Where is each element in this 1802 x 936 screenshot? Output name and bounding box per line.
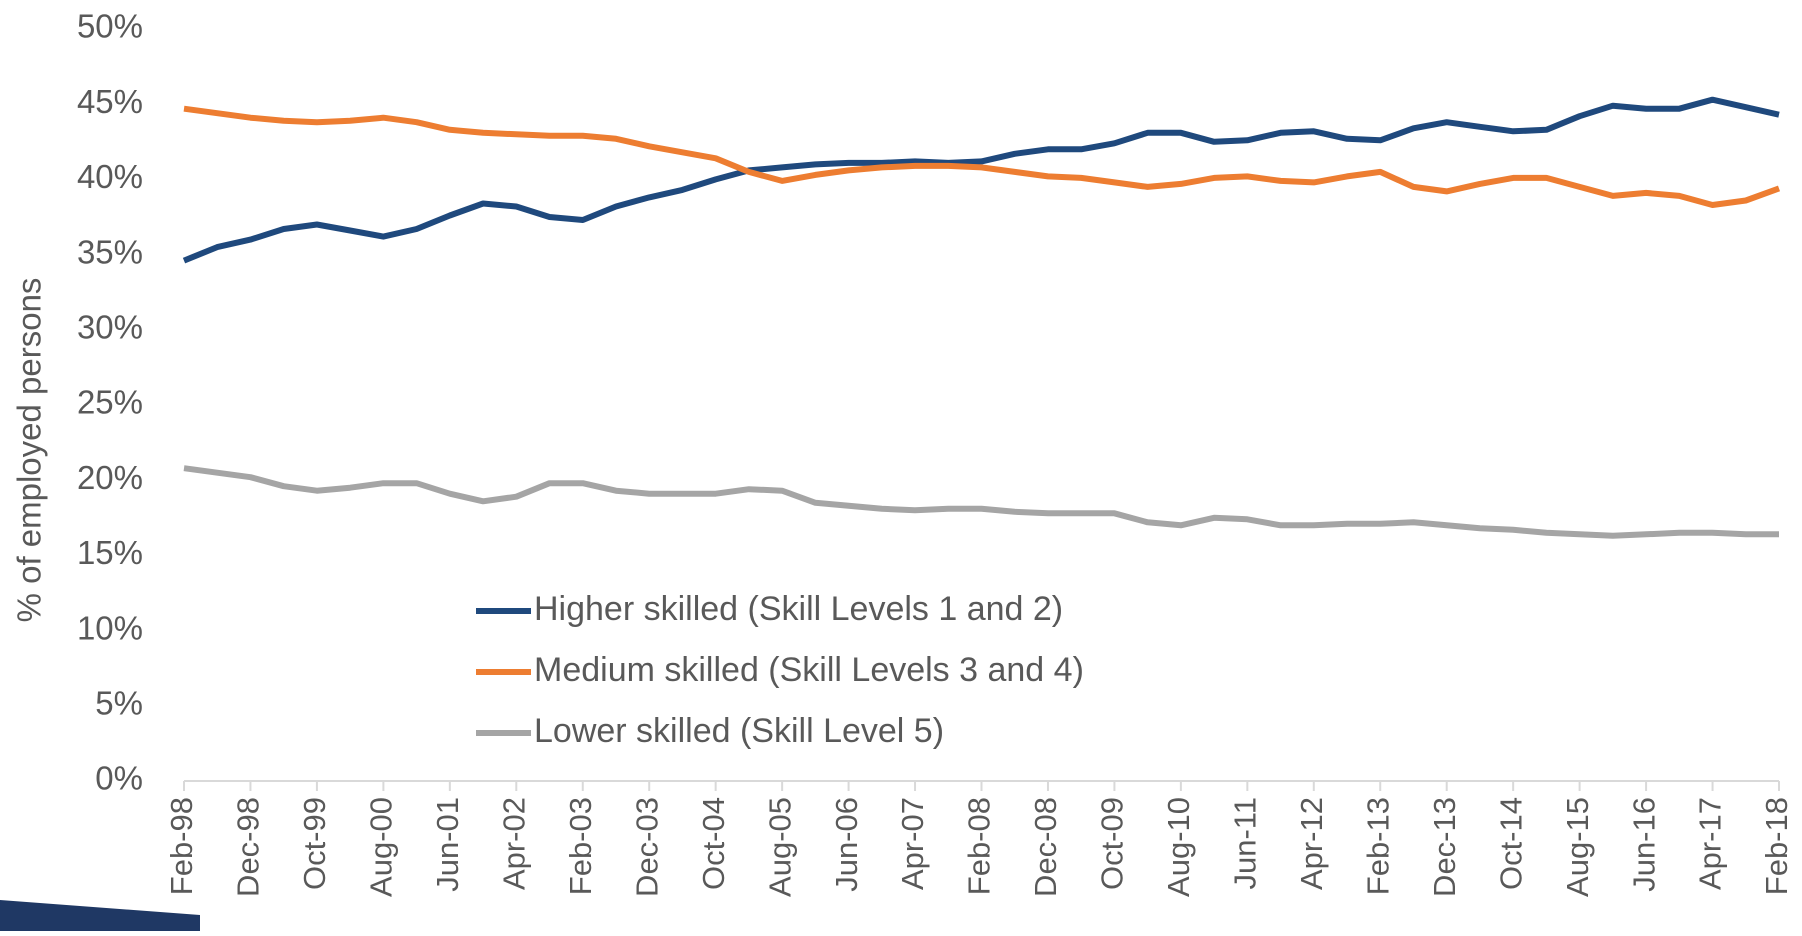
x-tick-label: Feb-08 <box>962 797 997 895</box>
y-tick-label: 0% <box>95 760 143 797</box>
y-tick-label: 30% <box>77 309 143 346</box>
x-tick-label: Aug-00 <box>364 797 399 897</box>
legend-label: Higher skilled (Skill Levels 1 and 2) <box>534 590 1063 628</box>
x-tick-label: Oct-09 <box>1095 797 1130 890</box>
line <box>182 96 1780 264</box>
x-tick-label: Oct-14 <box>1493 797 1528 890</box>
y-tick-label: 35% <box>77 233 143 270</box>
legend-label: Lower skilled (Skill Level 5) <box>534 712 944 750</box>
x-tick-label: Apr-17 <box>1693 797 1728 890</box>
y-axis-label: % of employed persons <box>11 278 48 623</box>
x-tick-label: Jun-06 <box>829 797 864 892</box>
x-tick-label: Dec-98 <box>231 797 266 897</box>
x-tick-label: Feb-13 <box>1360 797 1395 895</box>
x-tick-label: Aug-05 <box>762 797 797 897</box>
line <box>183 105 1781 208</box>
x-tick-label: Dec-08 <box>1028 797 1063 897</box>
y-tick-label: 5% <box>95 685 143 722</box>
x-tick-label: Jun-01 <box>430 797 465 892</box>
x-tick-label: Feb-03 <box>563 797 598 895</box>
x-tick-label: Feb-18 <box>1759 797 1794 895</box>
x-tick-label: Jun-16 <box>1626 797 1661 892</box>
decoration <box>0 900 200 931</box>
x-tick-label: Apr-12 <box>1294 797 1329 890</box>
line <box>183 465 1779 539</box>
x-tick-label: Oct-99 <box>297 797 332 890</box>
y-tick-label: 25% <box>77 384 143 421</box>
x-tick-label: Aug-15 <box>1560 797 1595 897</box>
x-tick-label: Apr-07 <box>895 797 930 890</box>
x-tick-label: Dec-13 <box>1427 797 1462 897</box>
x-tick-label: Dec-03 <box>629 797 664 897</box>
legend-label: Medium skilled (Skill Levels 3 and 4) <box>534 651 1084 689</box>
y-tick-label: 15% <box>77 534 143 571</box>
y-tick-label: 40% <box>77 158 143 195</box>
x-tick-label: Aug-10 <box>1161 797 1196 897</box>
y-tick-label: 10% <box>77 609 143 646</box>
x-tick-label: Jun-11 <box>1228 797 1263 890</box>
y-tick-label: 20% <box>77 459 143 496</box>
y-tick-label: 45% <box>77 83 143 120</box>
x-tick-label: Feb-98 <box>164 797 199 895</box>
y-tick-label: 50% <box>77 8 143 45</box>
x-tick-label: Oct-04 <box>696 797 731 890</box>
x-tick-label: Apr-02 <box>496 797 531 890</box>
